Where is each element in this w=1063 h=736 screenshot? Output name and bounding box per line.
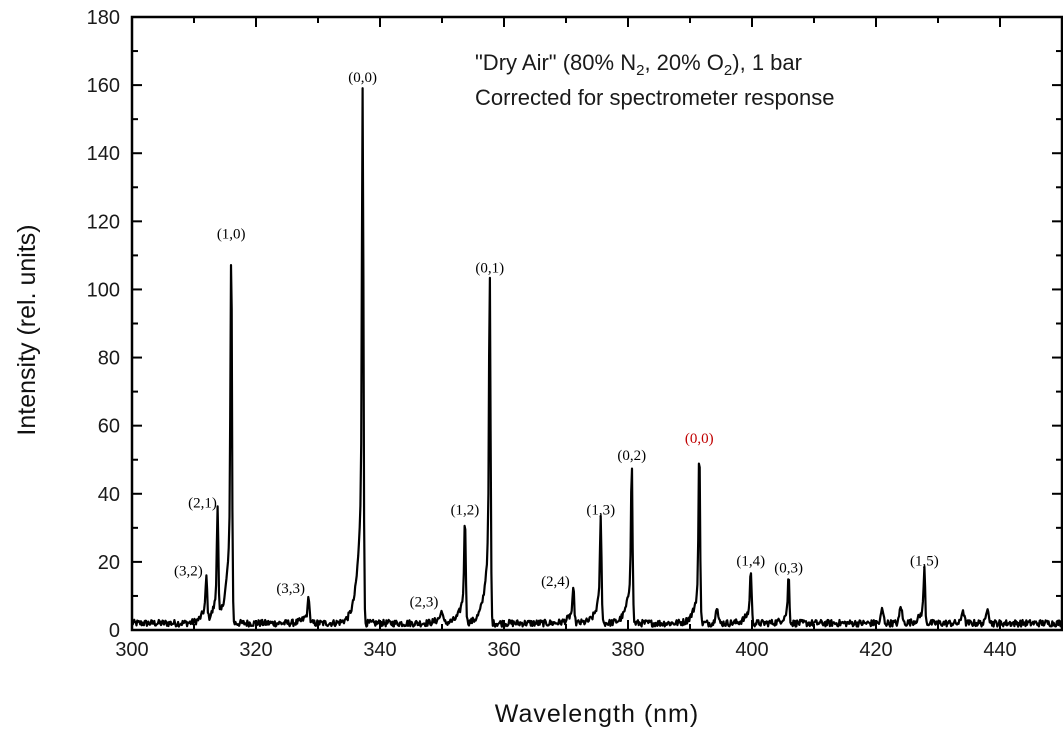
y-tick-label: 20: [98, 552, 120, 574]
peak-label: (0,2): [617, 448, 646, 464]
x-tick-label: 420: [859, 639, 892, 661]
peak-label: (1,5): [910, 554, 939, 570]
y-tick-label: 80: [98, 348, 120, 370]
peak-label: (0,0): [685, 431, 714, 447]
y-tick-label: 40: [98, 484, 120, 506]
x-tick-label: 400: [735, 639, 768, 661]
peak-label: (0,0): [348, 70, 377, 86]
annotation-segment: Corrected for spectrometer response: [475, 85, 835, 110]
annotation-line: "Dry Air" (80% N2, 20% O2), 1 bar: [475, 50, 802, 79]
peak-label: (0,3): [774, 560, 803, 576]
annotation-segment: "Dry Air" (80% N: [475, 50, 636, 75]
y-tick-label: 180: [87, 7, 120, 29]
peak-label: (1,3): [586, 502, 615, 518]
y-tick-label: 160: [87, 75, 120, 97]
annotation-subscript: 2: [636, 62, 644, 79]
annotation-segment: ), 1 bar: [732, 50, 802, 75]
peak-label: (1,2): [451, 502, 480, 518]
x-tick-label: 380: [611, 639, 644, 661]
peak-label-layer: (3,2) (2,1) (1,0) (3,3) (0,0) (2,3) (1,2) (0,1)…: [174, 70, 939, 610]
x-tick-label: 300: [115, 639, 148, 661]
peak-label: (2,4): [541, 574, 570, 590]
peak-label: (3,2): [174, 564, 203, 580]
peak-label: (0,1): [475, 261, 504, 277]
y-axis-title: Intensity (rel. units): [13, 224, 41, 435]
y-tick-label: 100: [87, 279, 120, 301]
x-tick-label: 340: [363, 639, 396, 661]
y-tick-label: 60: [98, 416, 120, 438]
axes-layer: 300 320 340 360 380 400 420 440 0 20 40 60 80 100 120 1…: [87, 7, 1063, 661]
annotation-subscript: 2: [724, 62, 732, 79]
y-tick-label: 140: [87, 143, 120, 165]
x-tick-label: 320: [239, 639, 272, 661]
annotation-line: Corrected for spectrometer response: [475, 85, 835, 110]
series-layer: [130, 87, 1063, 628]
x-tick-label: 360: [487, 639, 520, 661]
y-tick-label: 120: [87, 211, 120, 233]
x-axis-title: Wavelength (nm): [495, 700, 699, 728]
peak-label: (1,4): [736, 554, 765, 570]
y-tick-label: 0: [109, 620, 120, 642]
peak-label: (1,0): [217, 227, 246, 243]
chart-annotation: "Dry Air" (80% N2, 20% O2), 1 barCorrect…: [475, 50, 835, 110]
annotation-segment: , 20% O: [644, 50, 723, 75]
peak-label: (2,1): [188, 496, 217, 512]
x-tick-label: 440: [983, 639, 1016, 661]
spectrum-line: [130, 87, 1063, 628]
peak-label: (3,3): [276, 581, 305, 597]
peak-label: (2,3): [410, 594, 439, 610]
